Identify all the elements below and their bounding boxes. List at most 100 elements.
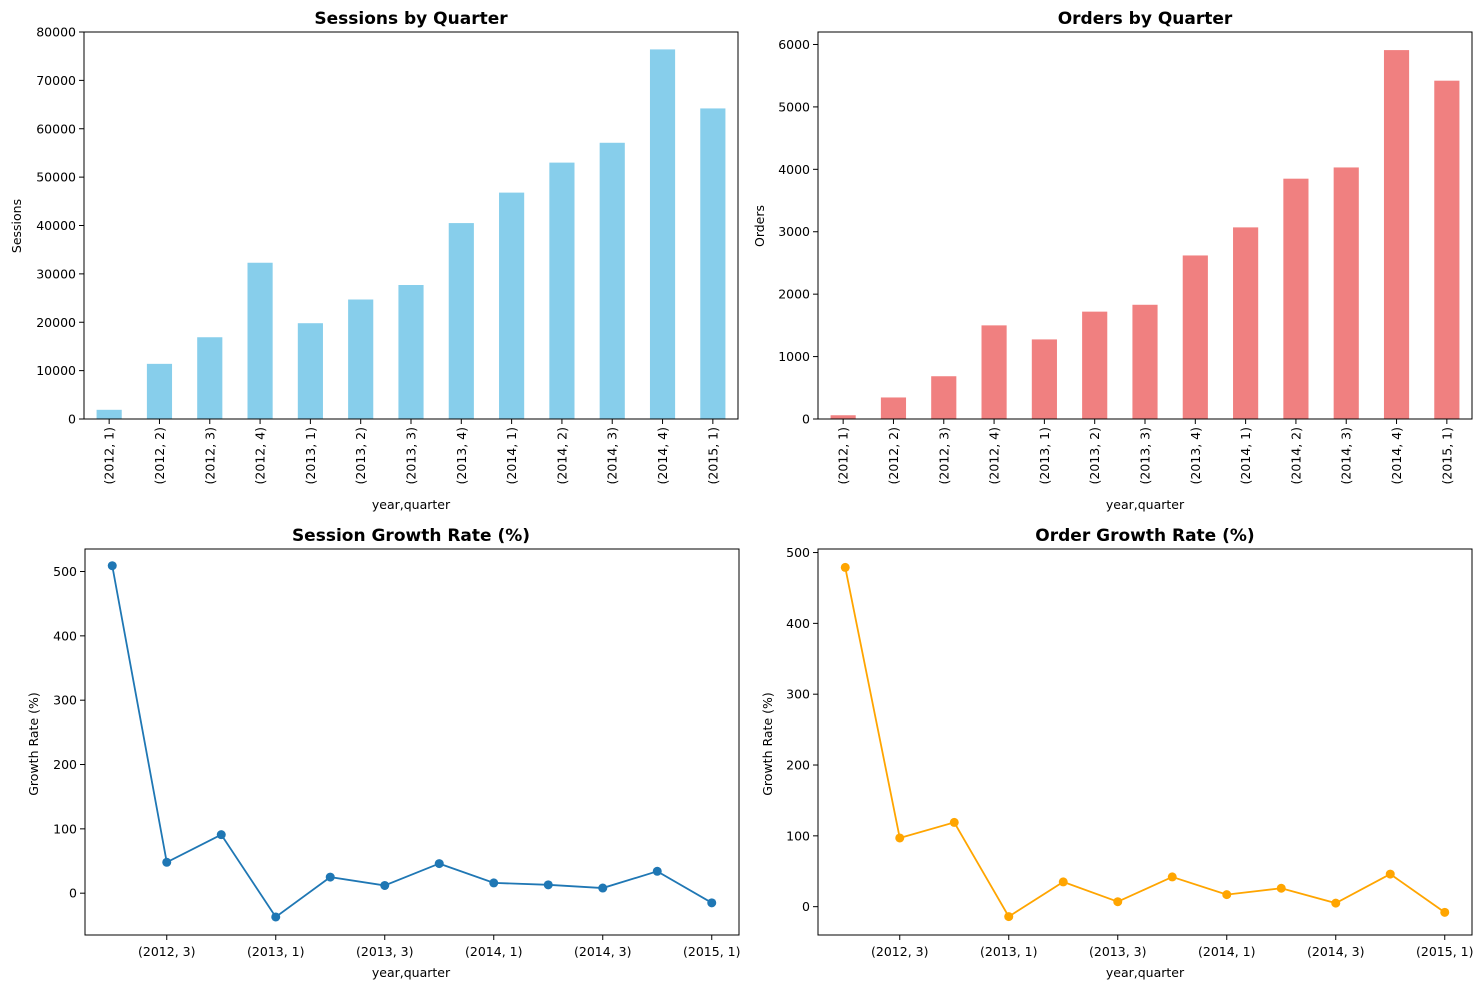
- data-point: [325, 872, 335, 882]
- bar: [197, 337, 223, 419]
- bar: [348, 299, 374, 419]
- y-axis-label: Growth Rate (%): [26, 692, 41, 796]
- data-point: [543, 880, 553, 890]
- bar: [599, 142, 625, 419]
- x-tick-label: (2012, 3): [936, 427, 951, 484]
- x-tick-label: (2015, 1): [1416, 944, 1473, 959]
- x-tick-label: (2012, 2): [152, 427, 167, 484]
- bar: [1283, 178, 1309, 419]
- data-point: [216, 830, 226, 840]
- chart-title: Session Growth Rate (%): [292, 526, 530, 546]
- data-point: [1276, 883, 1286, 893]
- data-point: [1167, 872, 1177, 882]
- x-axis-ticks: (2012, 1) (2012, 2) (2012, 3) (2012, 4) (201…: [102, 419, 720, 484]
- sessions-by-quarter-chart: Sessions by Quarter Sessions year,quarte…: [9, 9, 739, 512]
- x-tick-label: (2014, 3): [574, 944, 631, 959]
- data-point: [707, 898, 717, 908]
- data-point: [162, 857, 172, 867]
- x-tick-label: (2015, 1): [1439, 427, 1454, 484]
- bar: [1182, 255, 1208, 419]
- x-tick-label: (2013, 3): [1138, 427, 1153, 484]
- x-tick-label: (2013, 2): [353, 427, 368, 484]
- x-axis-label: year,quarter: [372, 965, 451, 980]
- x-axis-ticks: (2012, 3) (2013, 1) (2013, 3) (2014, 1) (201…: [871, 935, 1473, 959]
- bar: [830, 415, 856, 419]
- y-axis-ticks: 0 1000 2000 3000 4000 5000 6000: [778, 37, 818, 427]
- x-tick-label: (2014, 4): [655, 427, 670, 484]
- y-tick-label: 80000: [36, 25, 76, 40]
- x-tick-label: (2012, 4): [253, 427, 268, 484]
- x-tick-label: (2012, 1): [102, 427, 117, 484]
- bar: [981, 325, 1007, 419]
- plot-area-frame: [817, 31, 1473, 420]
- x-axis-ticks: (2012, 1) (2012, 2) (2012, 3) (2012, 4) (201…: [836, 419, 1454, 484]
- y-tick-label: 3000: [778, 224, 810, 239]
- y-tick-label: 30000: [36, 266, 76, 281]
- x-tick-label: (2012, 3): [138, 944, 195, 959]
- y-tick-label: 200: [53, 757, 77, 772]
- x-tick-label: (2015, 1): [683, 944, 740, 959]
- y-axis-label: Orders: [752, 205, 767, 247]
- x-tick-label: (2014, 4): [1389, 427, 1404, 484]
- data-point: [895, 833, 905, 843]
- series-line: [844, 567, 1446, 918]
- x-tick-label: (2013, 3): [356, 944, 413, 959]
- data-point: [271, 912, 281, 922]
- data-point: [598, 883, 608, 893]
- series-line: [111, 565, 713, 919]
- x-tick-label: (2014, 3): [605, 427, 620, 484]
- x-tick-label: (2014, 2): [554, 427, 569, 484]
- bar: [499, 192, 525, 419]
- x-tick-label: (2014, 1): [504, 427, 519, 484]
- y-tick-label: 300: [53, 693, 77, 708]
- x-tick-label: (2014, 3): [1339, 427, 1354, 484]
- bar: [1233, 227, 1259, 419]
- y-axis-label: Sessions: [9, 199, 24, 253]
- x-tick-label: (2013, 1): [1037, 427, 1052, 484]
- x-tick-label: (2014, 3): [1307, 944, 1364, 959]
- y-axis-ticks: 0 10000 20000 30000 40000 50000 60000 70000 8000…: [36, 25, 84, 427]
- y-tick-label: 100: [53, 821, 77, 836]
- data-point: [1058, 877, 1068, 887]
- data-point: [434, 859, 444, 869]
- bar: [448, 223, 474, 419]
- session-growth-rate-chart: Session Growth Rate (%) Growth Rate (%) …: [26, 526, 740, 980]
- bar: [146, 363, 173, 419]
- y-tick-label: 100: [786, 828, 810, 843]
- y-tick-label: 4000: [778, 162, 810, 177]
- y-tick-label: 6000: [778, 37, 810, 52]
- data-point: [1222, 890, 1232, 900]
- x-tick-label: (2012, 3): [871, 944, 928, 959]
- bar: [398, 285, 424, 419]
- bar: [1383, 50, 1410, 419]
- chart-title: Orders by Quarter: [1058, 9, 1233, 29]
- bar: [297, 323, 323, 419]
- x-tick-label: (2013, 1): [247, 944, 304, 959]
- data-point: [107, 561, 117, 571]
- y-tick-label: 2000: [778, 287, 810, 302]
- bar-marks: [830, 50, 1460, 419]
- bar: [931, 376, 957, 419]
- data-point: [1004, 912, 1014, 922]
- bar-marks: [96, 49, 726, 420]
- bar: [96, 409, 122, 419]
- y-tick-label: 0: [68, 412, 76, 427]
- y-tick-label: 300: [786, 687, 810, 702]
- data-point: [1385, 869, 1395, 879]
- plot-area-frame: [83, 31, 739, 420]
- y-tick-label: 400: [53, 628, 77, 643]
- bar: [880, 397, 907, 419]
- y-tick-label: 0: [802, 899, 810, 914]
- data-point: [1113, 897, 1123, 907]
- x-axis-label: year,quarter: [1106, 497, 1185, 512]
- line-marks: [107, 561, 717, 922]
- x-tick-label: (2014, 2): [1288, 427, 1303, 484]
- y-tick-label: 1000: [778, 349, 810, 364]
- x-axis-label: year,quarter: [372, 497, 451, 512]
- data-point: [489, 878, 499, 888]
- plot-area-frame: [84, 548, 740, 936]
- x-tick-label: (2013, 3): [1089, 944, 1146, 959]
- y-axis-ticks: 0 100 200 300 400 500: [786, 545, 818, 914]
- x-tick-label: (2012, 1): [836, 427, 851, 484]
